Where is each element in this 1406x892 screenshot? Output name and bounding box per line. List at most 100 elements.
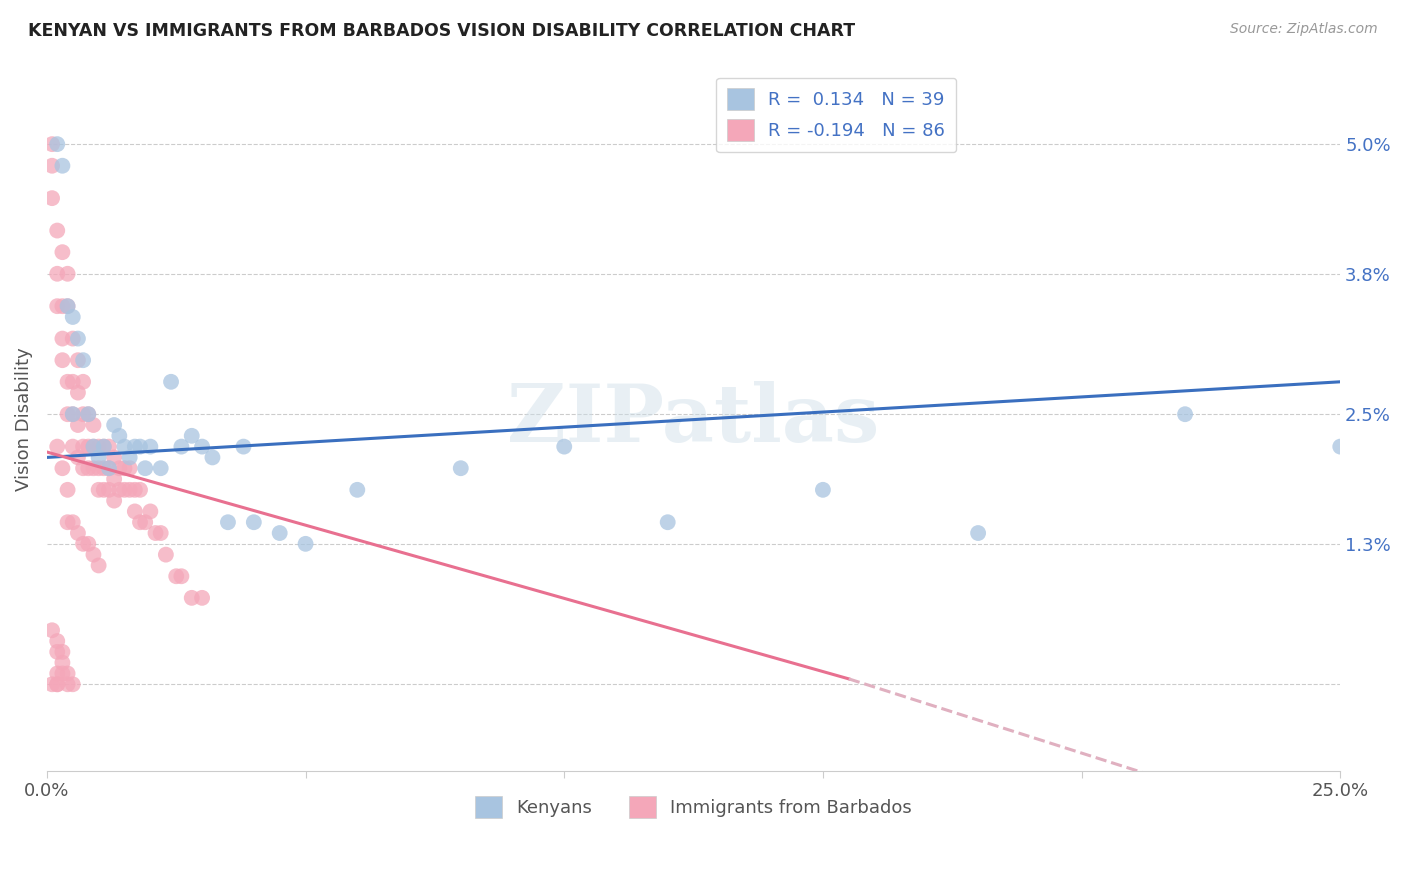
- Point: [129, 440, 152, 454]
- Point: [243, 515, 266, 529]
- Point: [165, 569, 187, 583]
- Point: [46, 677, 69, 691]
- Point: [41, 159, 63, 173]
- Point: [118, 461, 141, 475]
- Point: [129, 515, 152, 529]
- Point: [180, 591, 202, 605]
- Point: [46, 677, 69, 691]
- Point: [46, 645, 69, 659]
- Point: [77, 407, 100, 421]
- Point: [56, 375, 79, 389]
- Point: [72, 353, 94, 368]
- Point: [149, 461, 172, 475]
- Point: [217, 515, 239, 529]
- Point: [145, 526, 167, 541]
- Point: [191, 591, 214, 605]
- Point: [129, 483, 152, 497]
- Point: [103, 450, 125, 465]
- Point: [124, 440, 146, 454]
- Point: [1174, 407, 1197, 421]
- Point: [56, 299, 79, 313]
- Point: [103, 493, 125, 508]
- Point: [41, 624, 63, 638]
- Point: [170, 569, 193, 583]
- Point: [98, 440, 121, 454]
- Point: [93, 483, 115, 497]
- Point: [87, 483, 110, 497]
- Point: [72, 537, 94, 551]
- Point: [114, 440, 136, 454]
- Point: [56, 483, 79, 497]
- Point: [82, 461, 104, 475]
- Point: [51, 666, 73, 681]
- Point: [77, 407, 100, 421]
- Point: [62, 407, 84, 421]
- Point: [93, 440, 115, 454]
- Point: [62, 332, 84, 346]
- Text: KENYAN VS IMMIGRANTS FROM BARBADOS VISION DISABILITY CORRELATION CHART: KENYAN VS IMMIGRANTS FROM BARBADOS VISIO…: [28, 22, 855, 40]
- Point: [139, 504, 162, 518]
- Point: [103, 417, 125, 432]
- Point: [72, 440, 94, 454]
- Point: [62, 515, 84, 529]
- Point: [51, 299, 73, 313]
- Point: [46, 634, 69, 648]
- Point: [93, 440, 115, 454]
- Text: ZIPatlas: ZIPatlas: [508, 381, 880, 458]
- Text: Source: ZipAtlas.com: Source: ZipAtlas.com: [1230, 22, 1378, 37]
- Point: [114, 483, 136, 497]
- Point: [160, 375, 183, 389]
- Point: [41, 191, 63, 205]
- Point: [62, 407, 84, 421]
- Point: [62, 310, 84, 324]
- Point: [72, 407, 94, 421]
- Point: [82, 440, 104, 454]
- Point: [98, 483, 121, 497]
- Point: [46, 137, 69, 152]
- Point: [72, 375, 94, 389]
- Point: [46, 299, 69, 313]
- Point: [56, 299, 79, 313]
- Point: [108, 461, 131, 475]
- Point: [46, 223, 69, 237]
- Point: [46, 666, 69, 681]
- Legend: Kenyans, Immigrants from Barbados: Kenyans, Immigrants from Barbados: [468, 789, 920, 825]
- Point: [77, 537, 100, 551]
- Point: [87, 450, 110, 465]
- Point: [66, 385, 89, 400]
- Point: [51, 353, 73, 368]
- Point: [56, 677, 79, 691]
- Point: [56, 666, 79, 681]
- Point: [66, 450, 89, 465]
- Point: [72, 461, 94, 475]
- Point: [201, 450, 224, 465]
- Point: [51, 656, 73, 670]
- Point: [51, 245, 73, 260]
- Point: [124, 483, 146, 497]
- Point: [51, 332, 73, 346]
- Point: [811, 483, 834, 497]
- Point: [66, 332, 89, 346]
- Point: [56, 515, 79, 529]
- Point: [51, 159, 73, 173]
- Point: [82, 417, 104, 432]
- Point: [87, 461, 110, 475]
- Point: [87, 558, 110, 573]
- Point: [155, 548, 177, 562]
- Point: [46, 267, 69, 281]
- Point: [450, 461, 472, 475]
- Point: [51, 461, 73, 475]
- Point: [51, 645, 73, 659]
- Point: [82, 548, 104, 562]
- Point: [98, 461, 121, 475]
- Point: [62, 440, 84, 454]
- Point: [139, 440, 162, 454]
- Point: [62, 375, 84, 389]
- Point: [82, 440, 104, 454]
- Point: [118, 450, 141, 465]
- Point: [77, 461, 100, 475]
- Point: [118, 483, 141, 497]
- Point: [77, 440, 100, 454]
- Point: [98, 461, 121, 475]
- Point: [191, 440, 214, 454]
